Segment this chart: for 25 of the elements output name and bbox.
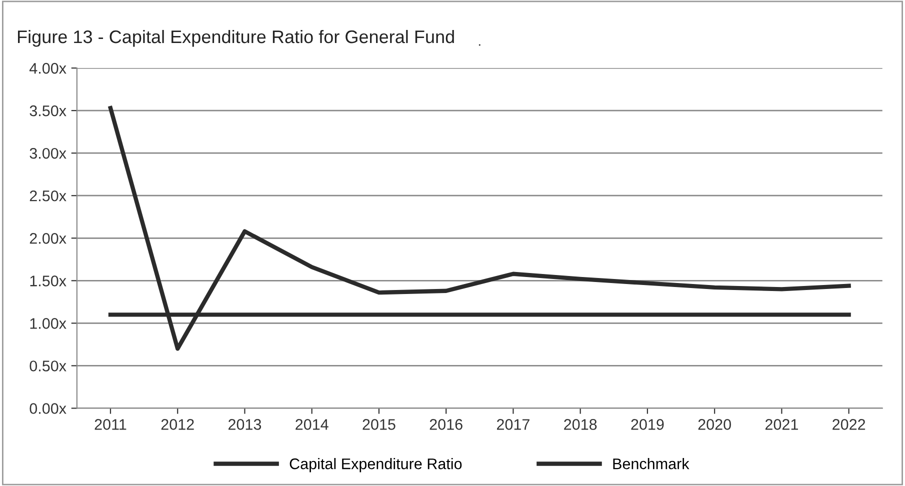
chart-title: Figure 13 - Capital Expenditure Ratio for General Fund [18,30,454,47]
x-tick-label: 2011 [94,419,126,430]
y-tick-label: 3.00x [30,148,66,159]
x-tick-label: 2012 [161,419,194,430]
x-tick-label: 2020 [698,419,731,430]
x-tick-label: 2017 [496,419,530,430]
y-tick-label: 0.00x [30,403,66,414]
y-tick-label: 2.00x [30,233,66,244]
legend-label: Capital Expenditure Ratio [290,458,462,472]
y-tick-label: 1.50x [30,276,66,286]
line-series [108,106,851,351]
legend-label: Benchmark [613,458,690,470]
x-tick-label: 2019 [631,419,664,430]
x-tick-label: 2018 [564,419,597,430]
y-tick-label: 2.50x [30,190,66,202]
x-tick-label: 2022 [832,419,866,430]
x-tick-label: 2021 [765,419,798,430]
y-tick-label: 3.50x [30,105,66,116]
x-tick-label: 2014 [296,419,328,430]
x-tick-label: 2016 [430,419,462,430]
x-tick-label: 2015 [362,419,396,430]
x-tick-label: 2013 [228,419,262,430]
y-tick-label: 0.50x [30,360,66,372]
y-tick-label: 1.00x [30,318,66,329]
y-tick-label: 4.00x [29,62,66,74]
